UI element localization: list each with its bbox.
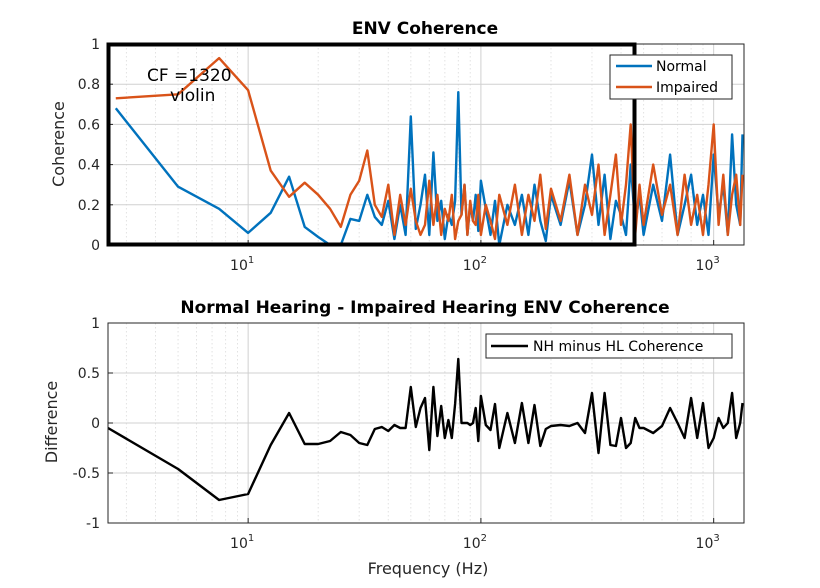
coherence-legend-box <box>609 54 733 100</box>
series-line-normal <box>114 90 744 247</box>
coherence-series-layer <box>114 56 744 247</box>
difference-axes: -1 -0.5 0 0.5 1 101 102 103 Normal Hearing - Im… <box>42 298 745 578</box>
coherence-y-tick-label: 0 <box>91 238 100 254</box>
difference-ticks: -1 -0.5 0 0.5 1 101 102 103 <box>73 316 745 552</box>
difference-y-axis-label: Difference <box>42 381 61 463</box>
coherence-y-axis-label: Coherence <box>49 101 68 187</box>
series-line-impaired <box>115 56 744 241</box>
coherence-legend: Normal Impaired <box>609 54 733 100</box>
frequency-x-axis-label: Frequency (Hz) <box>368 559 489 578</box>
difference-axes-frame <box>107 322 745 524</box>
coherence-y-tick-label: 0.6 <box>78 117 100 133</box>
difference-y-tick-label: 0.5 <box>78 366 100 382</box>
difference-title: Normal Hearing - Impaired Hearing ENV Co… <box>180 298 669 318</box>
difference-y-tick-label: 0 <box>91 416 100 432</box>
instrument-annotation: violin <box>170 86 215 106</box>
coherence-x-tick-label: 101 <box>230 255 254 274</box>
highlight-box <box>106 42 637 247</box>
coherence-y-tick-label: 0.4 <box>78 158 100 174</box>
difference-series-layer <box>107 357 744 502</box>
coherence-y-tick-label: 0.8 <box>78 77 100 93</box>
difference-y-tick-label: 1 <box>91 316 100 332</box>
difference-legend: NH minus HL Coherence <box>485 333 733 359</box>
cf-annotation: CF =1320 <box>147 66 232 86</box>
difference-x-tick-label: 101 <box>230 533 254 552</box>
coherence-y-tick-label: 1 <box>91 37 100 53</box>
coherence-title: ENV Coherence <box>352 19 498 39</box>
coherence-x-tick-label: 102 <box>463 255 487 274</box>
legend-label-nh-minus-hl: NH minus HL Coherence <box>533 339 703 355</box>
coherence-axes: 0 0.2 0.4 0.6 0.8 1 101 102 103 ENV Coherence Co… <box>49 19 745 274</box>
legend-label-normal: Normal <box>656 59 707 75</box>
legend-label-impaired: Impaired <box>656 80 718 96</box>
difference-y-tick-label: -0.5 <box>73 466 100 482</box>
difference-x-tick-label: 103 <box>696 533 720 552</box>
coherence-y-tick-label: 0.2 <box>78 198 100 214</box>
series-line-nh-minus-hl-coherence <box>107 357 744 502</box>
coherence-x-tick-label: 103 <box>696 255 720 274</box>
difference-y-tick-label: -1 <box>86 516 100 532</box>
difference-x-tick-label: 102 <box>463 533 487 552</box>
